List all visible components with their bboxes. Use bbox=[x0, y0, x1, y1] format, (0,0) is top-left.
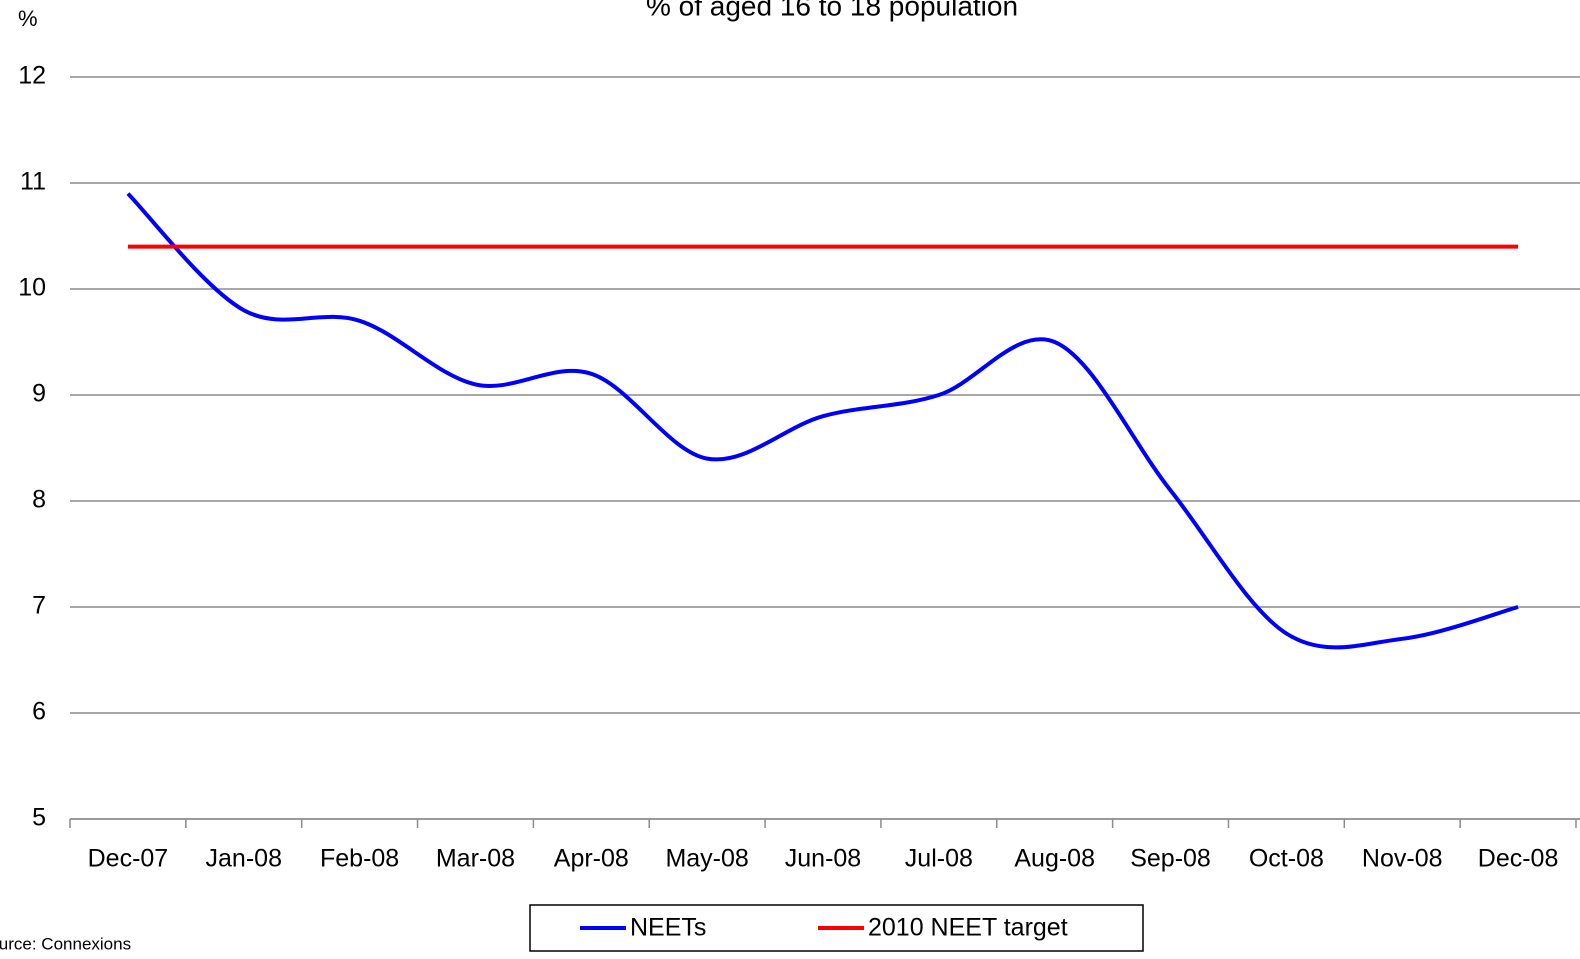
x-tick-label: Oct-08 bbox=[1249, 845, 1324, 873]
y-tick-label: 6 bbox=[32, 698, 46, 726]
x-tick-label: Jul-08 bbox=[905, 845, 973, 873]
y-tick-label: 11 bbox=[20, 168, 46, 196]
y-tick-label: 9 bbox=[32, 380, 46, 408]
source-note: Source: Connexions bbox=[0, 934, 131, 953]
y-tick-label: 12 bbox=[18, 62, 46, 90]
x-tick-label: Aug-08 bbox=[1014, 845, 1095, 873]
legend-label: 2010 NEET target bbox=[868, 914, 1068, 942]
legend-label: NEETs bbox=[630, 914, 706, 942]
y-tick-label: 10 bbox=[18, 274, 46, 302]
x-tick-label: Mar-08 bbox=[436, 845, 515, 873]
x-tick-label: Apr-08 bbox=[554, 845, 629, 873]
x-tick-label: Jun-08 bbox=[785, 845, 861, 873]
x-tick-label: Dec-08 bbox=[1478, 845, 1559, 873]
chart-title: % of aged 16 to 18 population bbox=[646, 0, 1018, 21]
x-tick-label: May-08 bbox=[665, 845, 748, 873]
y-tick-label: 8 bbox=[32, 486, 46, 514]
y-tick-label: 5 bbox=[32, 804, 46, 832]
x-tick-label: Feb-08 bbox=[320, 845, 399, 873]
y-axis-label: % bbox=[18, 6, 38, 31]
data-line bbox=[126, 192, 1519, 650]
x-tick-label: Jan-08 bbox=[206, 845, 282, 873]
x-tick-label: Dec-07 bbox=[88, 845, 169, 873]
x-tick-label: Sep-08 bbox=[1130, 845, 1211, 873]
x-tick-label: Nov-08 bbox=[1362, 845, 1443, 873]
y-tick-label: 7 bbox=[32, 592, 46, 620]
